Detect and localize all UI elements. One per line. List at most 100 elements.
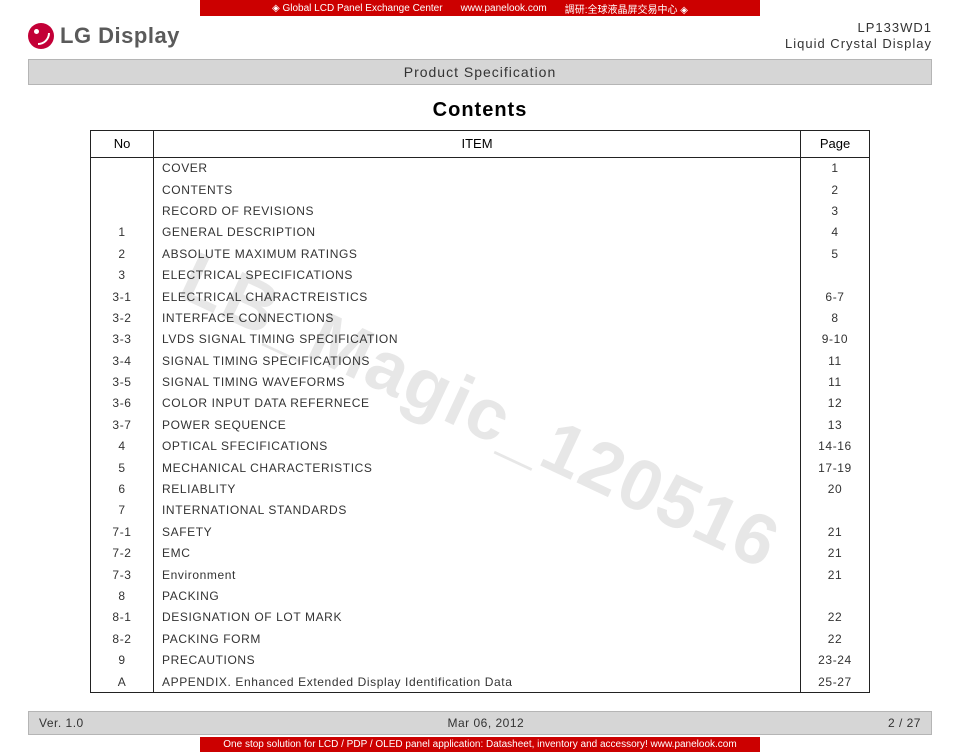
toc-item: INTERFACE CONNECTIONS xyxy=(154,307,800,328)
toc-item: RECORD OF REVISIONS xyxy=(154,200,800,221)
toc-page: 14-16 xyxy=(801,436,869,457)
toc-no: 3-2 xyxy=(91,307,153,328)
toc-page xyxy=(801,264,869,285)
toc-page xyxy=(801,500,869,521)
toc-no: 3 xyxy=(91,264,153,285)
col-no: No xyxy=(91,130,154,157)
col-page: Page xyxy=(801,130,870,157)
lg-logo: LG Display xyxy=(28,23,180,49)
toc-no: 7-2 xyxy=(91,543,153,564)
toc-no: 8-1 xyxy=(91,607,153,628)
toc-item: INTERNATIONAL STANDARDS xyxy=(154,500,800,521)
toc-no: 7-3 xyxy=(91,564,153,585)
brand-name: LG Display xyxy=(60,23,180,49)
banner-right: 調研:全球液晶屏交易中心 ◈ xyxy=(565,1,688,16)
toc-no: 7-1 xyxy=(91,521,153,542)
toc-no: 5 xyxy=(91,457,153,478)
footer-version: Ver. 1.0 xyxy=(39,716,84,730)
toc-page: 3 xyxy=(801,200,869,221)
toc-item: ELECTRICAL SPECIFICATIONS xyxy=(154,264,800,285)
toc-item: SIGNAL TIMING SPECIFICATIONS xyxy=(154,350,800,371)
toc-item: COVER xyxy=(154,158,800,179)
toc-no: 8-2 xyxy=(91,628,153,649)
toc-item: Environment xyxy=(154,564,800,585)
col-item: ITEM xyxy=(154,130,801,157)
toc-page: 20 xyxy=(801,478,869,499)
toc-item: PACKING xyxy=(154,585,800,606)
toc-page: 11 xyxy=(801,350,869,371)
lg-logo-icon xyxy=(28,23,54,49)
toc-page: 21 xyxy=(801,521,869,542)
table-body-row: 1233-13-23-33-43-53-63-745677-17-27-388-… xyxy=(91,157,870,693)
toc-page: 21 xyxy=(801,543,869,564)
toc-no: 6 xyxy=(91,478,153,499)
contents-table: No ITEM Page 1233-13-23-33-43-53-63-7456… xyxy=(90,130,870,694)
toc-no xyxy=(91,200,153,221)
toc-no: 9 xyxy=(91,649,153,670)
toc-item: DESIGNATION OF LOT MARK xyxy=(154,607,800,628)
toc-item: SAFETY xyxy=(154,521,800,542)
toc-page: 1 xyxy=(801,158,869,179)
toc-page: 11 xyxy=(801,371,869,392)
toc-item: PACKING FORM xyxy=(154,628,800,649)
toc-item: APPENDIX. Enhanced Extended Display Iden… xyxy=(154,671,800,692)
toc-no: 7 xyxy=(91,500,153,521)
toc-no: 4 xyxy=(91,436,153,457)
model-info: LP133WD1 Liquid Crystal Display xyxy=(785,20,932,53)
toc-page: 4 xyxy=(801,222,869,243)
bottom-watermark-banner: One stop solution for LCD / PDP / OLED p… xyxy=(200,737,760,752)
toc-page: 9-10 xyxy=(801,329,869,350)
toc-no: A xyxy=(91,671,153,692)
toc-item: COLOR INPUT DATA REFERNECE xyxy=(154,393,800,414)
toc-page: 13 xyxy=(801,414,869,435)
toc-no: 3-6 xyxy=(91,393,153,414)
toc-item: ELECTRICAL CHARACTREISTICS xyxy=(154,286,800,307)
toc-item: ABSOLUTE MAXIMUM RATINGS xyxy=(154,243,800,264)
toc-item: EMC xyxy=(154,543,800,564)
toc-page: 8 xyxy=(801,307,869,328)
toc-page: 6-7 xyxy=(801,286,869,307)
toc-page: 17-19 xyxy=(801,457,869,478)
toc-page: 25-27 xyxy=(801,671,869,692)
toc-page: 21 xyxy=(801,564,869,585)
toc-item: RELIABLITY xyxy=(154,478,800,499)
footer-bar: Ver. 1.0 Mar 06, 2012 2 / 27 xyxy=(28,711,932,735)
toc-page: 23-24 xyxy=(801,649,869,670)
document-header: LG Display LP133WD1 Liquid Crystal Displ… xyxy=(0,16,960,55)
toc-item: POWER SEQUENCE xyxy=(154,414,800,435)
toc-item: GENERAL DESCRIPTION xyxy=(154,222,800,243)
toc-page: 22 xyxy=(801,628,869,649)
top-watermark-banner: ◈ Global LCD Panel Exchange Center www.p… xyxy=(200,0,760,16)
toc-page: 22 xyxy=(801,607,869,628)
banner-left: ◈ Global LCD Panel Exchange Center xyxy=(272,3,443,14)
toc-item: SIGNAL TIMING WAVEFORMS xyxy=(154,371,800,392)
banner-mid: www.panelook.com xyxy=(461,3,547,14)
toc-item: CONTENTS xyxy=(154,179,800,200)
product-specification-bar: Product Specification xyxy=(28,59,932,85)
model-number: LP133WD1 xyxy=(785,20,932,36)
toc-no: 8 xyxy=(91,585,153,606)
toc-item: LVDS SIGNAL TIMING SPECIFICATION xyxy=(154,329,800,350)
toc-no: 3-3 xyxy=(91,329,153,350)
toc-no xyxy=(91,158,153,179)
toc-item: OPTICAL SFECIFICATIONS xyxy=(154,436,800,457)
toc-page xyxy=(801,585,869,606)
toc-no: 3-1 xyxy=(91,286,153,307)
toc-no: 1 xyxy=(91,222,153,243)
toc-no: 2 xyxy=(91,243,153,264)
toc-no: 3-7 xyxy=(91,414,153,435)
footer-page: 2 / 27 xyxy=(888,716,921,730)
toc-wrapper: LB_Magic_120516 No ITEM Page 1233-13-23-… xyxy=(90,130,870,694)
toc-page: 5 xyxy=(801,243,869,264)
toc-no: 3-4 xyxy=(91,350,153,371)
contents-heading: Contents xyxy=(0,99,960,122)
footer-date: Mar 06, 2012 xyxy=(447,716,524,730)
table-header-row: No ITEM Page xyxy=(91,130,870,157)
toc-item: MECHANICAL CHARACTERISTICS xyxy=(154,457,800,478)
toc-item: PRECAUTIONS xyxy=(154,649,800,670)
toc-page: 12 xyxy=(801,393,869,414)
toc-no: 3-5 xyxy=(91,371,153,392)
toc-page: 2 xyxy=(801,179,869,200)
toc-no xyxy=(91,179,153,200)
model-desc: Liquid Crystal Display xyxy=(785,36,932,52)
